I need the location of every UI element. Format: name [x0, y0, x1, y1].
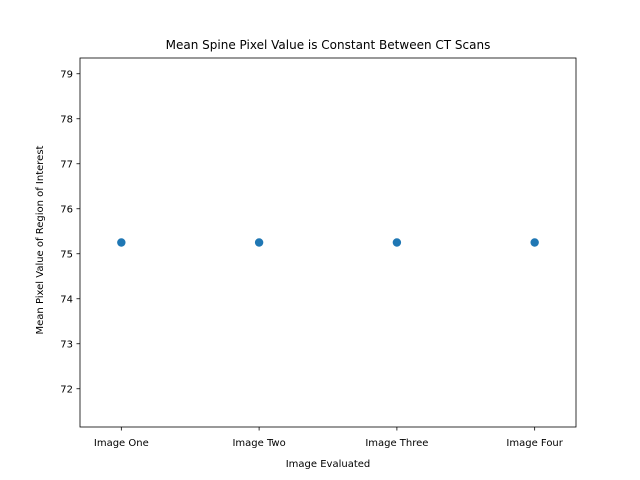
- y-tick-label: 74: [60, 294, 73, 305]
- y-tick-label: 72: [60, 384, 73, 395]
- y-tick-label: 77: [60, 159, 73, 170]
- y-axis: 72 73 74 75 76 77 78 79: [60, 69, 80, 395]
- x-tick-label: Image Two: [232, 438, 285, 449]
- data-point: [530, 238, 539, 247]
- data-point: [117, 238, 126, 247]
- data-point: [392, 238, 402, 247]
- y-tick-label: 76: [60, 204, 73, 215]
- x-axis: Image One Image Two Image Three Image Four: [94, 427, 564, 449]
- x-axis-label: Image Evaluated: [286, 459, 371, 470]
- y-axis-label: Mean Pixel Value of Region of Interest: [35, 145, 46, 334]
- plot-area: [79, 57, 577, 428]
- plot-frame: [79, 57, 577, 428]
- x-tick-label: Image Four: [506, 438, 563, 449]
- x-tick-label: Image One: [94, 438, 149, 449]
- y-tick-label: 78: [60, 114, 73, 125]
- y-tick-label: 75: [60, 249, 73, 260]
- y-tick-label: 79: [60, 69, 73, 80]
- chart-title: Mean Spine Pixel Value is Constant Betwe…: [166, 38, 491, 52]
- y-tick-label: 73: [60, 339, 73, 350]
- data-points: [117, 238, 539, 247]
- x-tick-label: Image Three: [365, 438, 428, 449]
- data-point: [254, 238, 264, 247]
